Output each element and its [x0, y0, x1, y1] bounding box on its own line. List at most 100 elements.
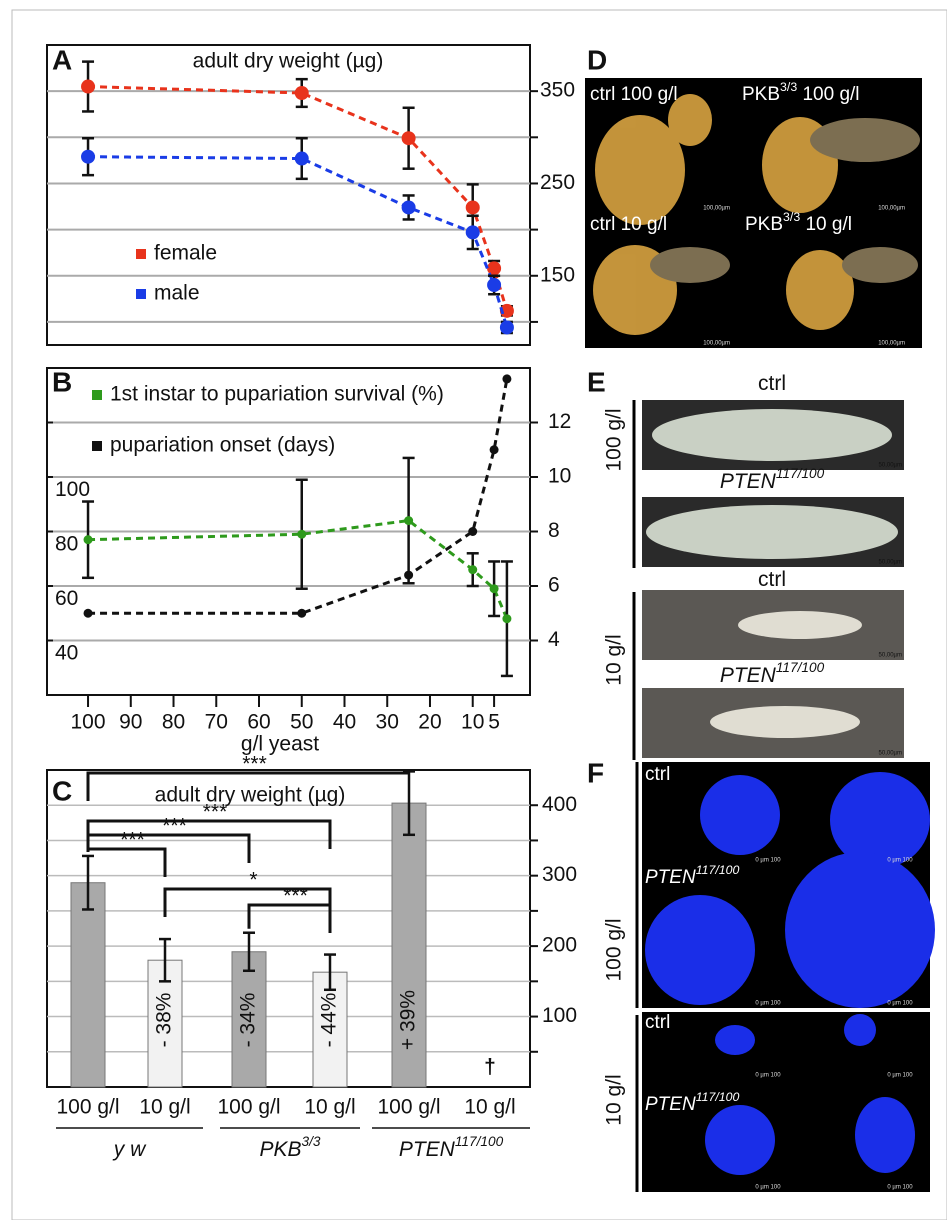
y-tick-label: 40 [55, 642, 78, 665]
panel-letter: D [587, 44, 607, 75]
y-tick-label: 200 [542, 934, 577, 957]
photo-label-main: PKB [745, 214, 783, 235]
fly [786, 250, 854, 330]
bracket-line [86, 847, 167, 877]
photo-label: ctrl [645, 764, 670, 785]
fly [595, 115, 685, 225]
scale-label: 0 µm 100 [755, 1185, 781, 1191]
scale-label: 0 µm 100 [755, 1001, 781, 1007]
scale-label: 0 µm 100 [887, 1073, 913, 1079]
y-tick-label: 150 [540, 263, 575, 286]
photo-caption: ctrl [758, 568, 786, 591]
larva [738, 611, 862, 639]
disc [830, 772, 930, 868]
scale-label: 0 µm 100 [755, 858, 781, 864]
chart-title: adult dry weight (µg) [155, 784, 346, 807]
data-point [489, 584, 499, 594]
y-tick-label: 80 [55, 533, 78, 556]
data-point [489, 445, 499, 455]
data-point [499, 303, 514, 318]
data-point [465, 200, 480, 215]
photo-label-sup: 117/100 [696, 1090, 740, 1104]
significance-bracket [86, 771, 409, 801]
disc [700, 775, 780, 855]
x-axis-label: g/l yeast [241, 733, 319, 756]
legend-label: female [154, 242, 217, 265]
data-point [487, 261, 502, 276]
photo-caption-main: PTEN [720, 470, 777, 493]
y-tick-label: 100 [542, 1004, 577, 1027]
panel-letter: A [52, 44, 72, 75]
x-tick-label: 40 [333, 711, 356, 734]
photo-caption: ctrl [758, 372, 786, 395]
significance-bracket [247, 903, 332, 933]
photo-caption: PTEN117/100 [720, 466, 825, 492]
photo-caption-sup: 117/100 [776, 466, 825, 481]
y-tick-label: 60 [55, 587, 78, 610]
photo-label-rest: 10 g/l [800, 214, 852, 235]
x-tick-label: 5 [488, 711, 500, 734]
group-label-main: PKB [260, 1138, 302, 1161]
significance-bracket [86, 819, 332, 849]
legend-swatch [92, 390, 102, 400]
x-tick-label: 10 [461, 711, 484, 734]
photo-caption-main: ctrl [758, 372, 786, 395]
bar [70, 882, 106, 1088]
side-label: 100 g/l [603, 408, 626, 471]
scale-label: 0 µm 100 [755, 1073, 781, 1079]
x-tick-label: 100 g/l [377, 1096, 440, 1119]
larva [652, 409, 892, 461]
photo-label: ctrl 100 g/l [590, 84, 678, 105]
series-line [88, 378, 509, 615]
photo-label: ctrl [645, 1012, 670, 1033]
photo-caption-sup: 117/100 [776, 660, 825, 675]
legend-swatch [136, 289, 146, 299]
fly-wing [842, 247, 918, 283]
x-tick-label: 90 [119, 711, 142, 734]
y-tick-label: 300 [542, 863, 577, 886]
photo-label-main: ctrl 10 g/l [590, 214, 667, 235]
disc [705, 1105, 775, 1175]
y2-tick-label: 12 [548, 410, 571, 433]
bar [231, 951, 267, 1088]
x-tick-label: 10 g/l [139, 1096, 190, 1119]
significance-label: *** [162, 815, 187, 838]
data-point [297, 608, 307, 618]
photo-label-rest: 100 g/l [797, 84, 859, 105]
discs [645, 772, 935, 1175]
side-label: 10 g/l [603, 634, 626, 685]
panel-letter: E [587, 366, 606, 397]
x-tick-label: 100 g/l [56, 1096, 119, 1119]
bar-annotation: - 34% [237, 993, 260, 1048]
bracket-line [86, 819, 332, 849]
significance-label: * [249, 869, 257, 892]
y-tick-label: 400 [542, 793, 577, 816]
photo-label: PTEN117/100 [645, 1090, 740, 1115]
data-point [468, 565, 478, 575]
plot-frame [46, 769, 531, 1088]
y-tick-label: 100 [55, 478, 90, 501]
photo-label-main: ctrl [645, 764, 670, 785]
legend-label: pupariation onset (days) [110, 434, 335, 457]
data-point [81, 149, 96, 164]
scale-label: 50,00µm [879, 751, 902, 757]
larva [710, 706, 860, 738]
bar [391, 802, 427, 1088]
photo-caption: PTEN117/100 [720, 660, 825, 686]
group-label-main: PTEN [399, 1138, 456, 1161]
side-label: 10 g/l [603, 1074, 626, 1125]
bar-annotation: - 44% [318, 993, 341, 1048]
group-label: PKB3/3 [260, 1134, 321, 1160]
significance-label: *** [283, 885, 308, 908]
disc [844, 1014, 876, 1046]
x-tick-label: 100 g/l [217, 1096, 280, 1119]
data-point [297, 529, 307, 539]
error-bar [324, 953, 336, 992]
scale-label: 50,00µm [879, 463, 902, 469]
y2-tick-label: 8 [548, 519, 560, 542]
y-tick-label: 350 [540, 79, 575, 102]
bar-annotation: † [484, 1056, 496, 1079]
data-point [487, 278, 502, 292]
error-bar [403, 770, 415, 837]
